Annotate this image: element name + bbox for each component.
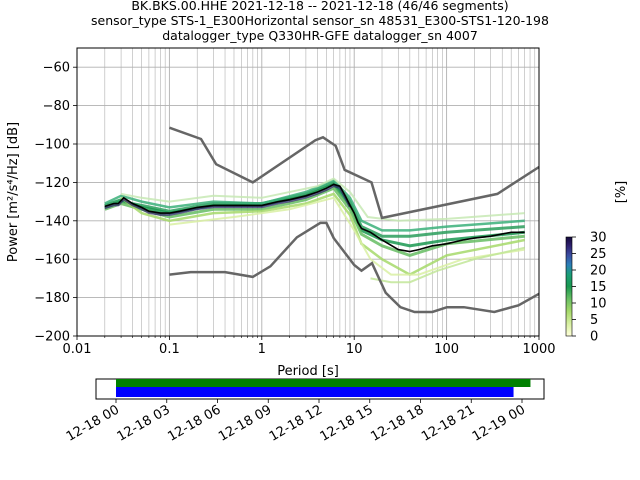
timeline-tick-label: 12-18 21: [419, 402, 477, 444]
colorbar-tick-label: 10: [590, 297, 607, 312]
y-tick-label: −140: [34, 214, 70, 229]
y-tick-label: −200: [34, 330, 70, 345]
x-axis-label: Period [s]: [277, 364, 339, 379]
density-curve: [104, 180, 525, 238]
high-noise-model-line: [168, 126, 540, 220]
timeline-tick-label: 12-18 18: [368, 402, 426, 444]
y-tick-label: −60: [43, 61, 70, 76]
y-tick-label: −100: [34, 138, 70, 153]
x-tick-label: 0.01: [63, 342, 92, 357]
data-used-bar: [116, 387, 514, 397]
ppsd-plot-area: 0.01 0.1 1 10 100 1000 −60 −80 −100 −120 −140 −160…: [34, 47, 556, 357]
colorbar-label: [%]: [614, 181, 629, 204]
x-tick-label: 1: [258, 342, 266, 357]
timeline-tick-label: 12-18 00: [64, 402, 122, 444]
timeline-tick-label: 12-18 09: [216, 402, 274, 444]
low-noise-model-line: [169, 221, 540, 314]
colorbar-tick-label: 15: [590, 280, 607, 295]
title-line-1: BK.BKS.00.HHE 2021-12-18 -- 2021-12-18 (…: [131, 0, 508, 13]
data-available-bar: [116, 379, 531, 387]
x-tick-label: 1000: [522, 342, 555, 357]
mean-curve: [104, 183, 525, 253]
colorbar-tick-label: 0: [590, 330, 598, 345]
colorbar-gradient: [565, 236, 573, 337]
timeline-tick-label: 12-18 06: [165, 402, 223, 444]
density-curve: [169, 196, 525, 276]
y-axis-ticks: −60 −80 −100 −120 −140 −160 −180 −200: [34, 61, 77, 345]
y-tick-label: −120: [34, 176, 70, 191]
colorbar-tick-label: 25: [590, 247, 607, 262]
plot-frame: [76, 47, 540, 337]
x-tick-label: 10: [346, 342, 363, 357]
colorbar-tick-label: 30: [590, 231, 607, 246]
density-curve: [370, 246, 525, 284]
title-line-3: datalogger_type Q330HR-GFE datalogger_sn…: [162, 28, 478, 43]
colorbar-tick-label: 20: [590, 264, 607, 279]
y-tick-label: −160: [34, 253, 70, 268]
y-tick-label: −80: [43, 99, 70, 114]
density-curve: [104, 182, 525, 248]
timeline-tick-label: 12-18 03: [115, 402, 173, 444]
x-tick-label: 100: [434, 342, 459, 357]
noise-models: [168, 126, 540, 314]
density-core: [104, 184, 352, 216]
mean-curve-group: [104, 183, 525, 253]
x-tick-label: 0.1: [159, 342, 180, 357]
x-axis-ticks: 0.01 0.1 1 10 100 1000: [63, 336, 556, 357]
y-axis-label: Power [m²/s⁴/Hz] [dB]: [6, 122, 21, 262]
colorbar-tick-label: 5: [590, 313, 598, 328]
timeline-tick-label: 12-18 12: [267, 402, 325, 444]
timeline-tick-label: 12-18 15: [318, 402, 376, 444]
y-tick-label: −180: [34, 291, 70, 306]
density-curve: [104, 179, 525, 232]
timeline-tick-label: 12-19 00: [470, 402, 528, 444]
density-curve: [120, 177, 525, 222]
title-line-2: sensor_type STS-1_E300Horizontal sensor_…: [91, 13, 549, 28]
